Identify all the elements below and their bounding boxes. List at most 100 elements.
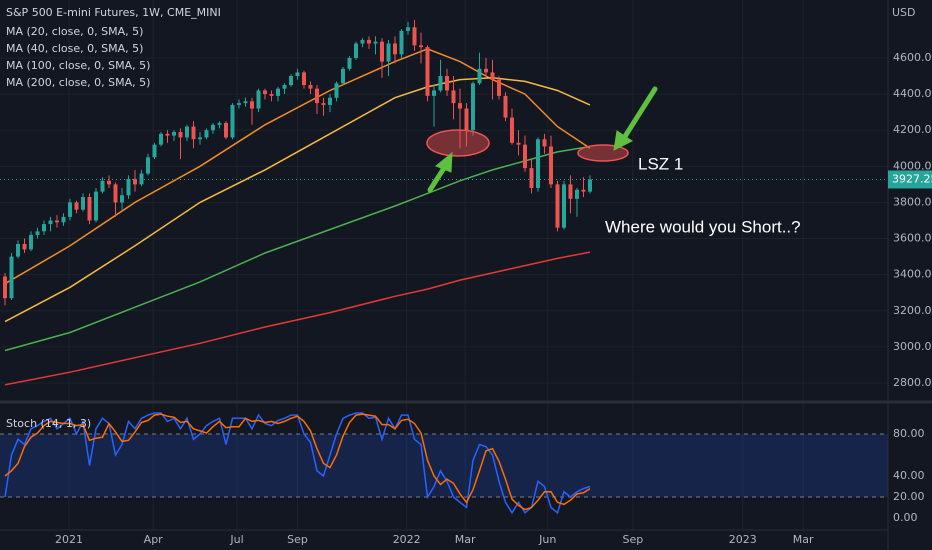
x-tick-label: 2023 [729, 533, 757, 546]
candle-body [262, 90, 267, 95]
y-tick-label: 4400.00 [893, 87, 932, 100]
stoch-line [4, 412, 591, 515]
candle-body [581, 189, 586, 192]
candle-body [444, 76, 449, 91]
x-tick-label: Jul [229, 533, 243, 546]
candle-body [158, 133, 163, 145]
candle-body [516, 142, 521, 145]
candle-body [555, 184, 560, 228]
candle-body [275, 88, 280, 96]
candle-body [496, 79, 501, 96]
candle-body [119, 195, 124, 203]
candle-body [22, 243, 27, 250]
candle-body [132, 178, 137, 185]
candle-body [399, 30, 404, 55]
legend-entry: MA (40, close, 0, SMA, 5) [6, 42, 143, 55]
candle-body [210, 124, 215, 131]
candle-body [587, 179, 592, 192]
candle-body [483, 68, 488, 73]
candle-body [48, 220, 53, 225]
arrow-shaft [621, 86, 658, 141]
y-tick-label: 80.00 [893, 427, 925, 440]
candle-body [113, 184, 118, 203]
candle-body [269, 94, 274, 96]
candle-body [405, 27, 410, 31]
candle-body [574, 189, 579, 199]
candle-body [535, 139, 540, 188]
candle-body [288, 76, 293, 86]
legend-entry: MA (200, close, 0, SMA, 5) [6, 76, 150, 89]
candle-body [204, 130, 209, 138]
arrow-head [613, 130, 633, 151]
candle-body [236, 103, 241, 105]
candle-body [67, 202, 72, 217]
arrow [427, 151, 453, 193]
candle-body [347, 57, 352, 69]
annotation: Where would you Short..? [605, 217, 801, 236]
candle-body [28, 234, 33, 250]
candle-body [470, 83, 475, 131]
candle-body [54, 220, 59, 223]
candle-body [74, 202, 79, 210]
candle-body [2, 276, 7, 299]
candle-body [392, 43, 397, 55]
candle-body [353, 43, 358, 58]
grid [0, 0, 888, 530]
candle-body [80, 197, 85, 210]
y-tick-label: 3600.00 [893, 232, 932, 245]
candle-body [191, 126, 196, 140]
last-price-box [888, 170, 932, 189]
x-tick-label: Mar [455, 533, 476, 546]
x-tick-label: Sep [287, 533, 308, 546]
candle-body [529, 168, 534, 188]
y-tick-label: 20.00 [893, 490, 925, 503]
y-tick-label: 4200.00 [893, 123, 932, 136]
y-tick-label: 40.00 [893, 469, 925, 482]
y-tick-label: 0.00 [893, 511, 918, 524]
candle-body [379, 41, 384, 62]
candle-body [178, 132, 183, 138]
candle-body [438, 76, 443, 91]
candle-body [451, 90, 456, 104]
x-tick-label: Apr [144, 533, 164, 546]
candle-body [457, 103, 462, 109]
candle-body [223, 122, 228, 138]
y-tick-label: 3200.00 [893, 304, 932, 317]
candle-body [282, 85, 287, 89]
candle-body [100, 180, 105, 192]
candle-body [152, 144, 157, 158]
plot [0, 20, 888, 515]
chart-title: S&P 500 E-mini Futures, 1W, CME_MINI [6, 6, 221, 19]
y-tick-label: 2800.00 [893, 376, 932, 389]
x-tick-label: 2021 [55, 533, 83, 546]
candle-body [230, 104, 235, 138]
moving-average-line [4, 251, 591, 386]
candle-body [15, 243, 20, 257]
candle-body [548, 146, 553, 185]
candle-body [360, 39, 365, 44]
candle-body [308, 85, 313, 89]
candle-body [431, 90, 436, 96]
moving-average-line [4, 77, 591, 323]
candle-body [243, 101, 248, 104]
candle-body [9, 256, 14, 299]
candle-body [87, 197, 92, 221]
candle-body [249, 101, 254, 109]
candle-body [197, 137, 202, 140]
candle-body [184, 126, 189, 138]
arrow [613, 86, 658, 151]
candle-body [503, 95, 508, 118]
candle-body [561, 184, 566, 228]
arrow-head [435, 151, 453, 173]
candle-body [334, 83, 339, 98]
candle-body [373, 41, 378, 44]
candle-body [490, 72, 495, 80]
y-tick-label: 4600.00 [893, 51, 932, 64]
candle-body [321, 103, 326, 105]
x-tick-label: Mar [793, 533, 814, 546]
legend-entry: MA (100, close, 0, SMA, 5) [6, 59, 150, 72]
candle-body [477, 68, 482, 84]
candle-body [41, 224, 46, 232]
candle-body [568, 184, 573, 199]
stoch-title: Stoch (14, 1, 3) [6, 417, 91, 430]
